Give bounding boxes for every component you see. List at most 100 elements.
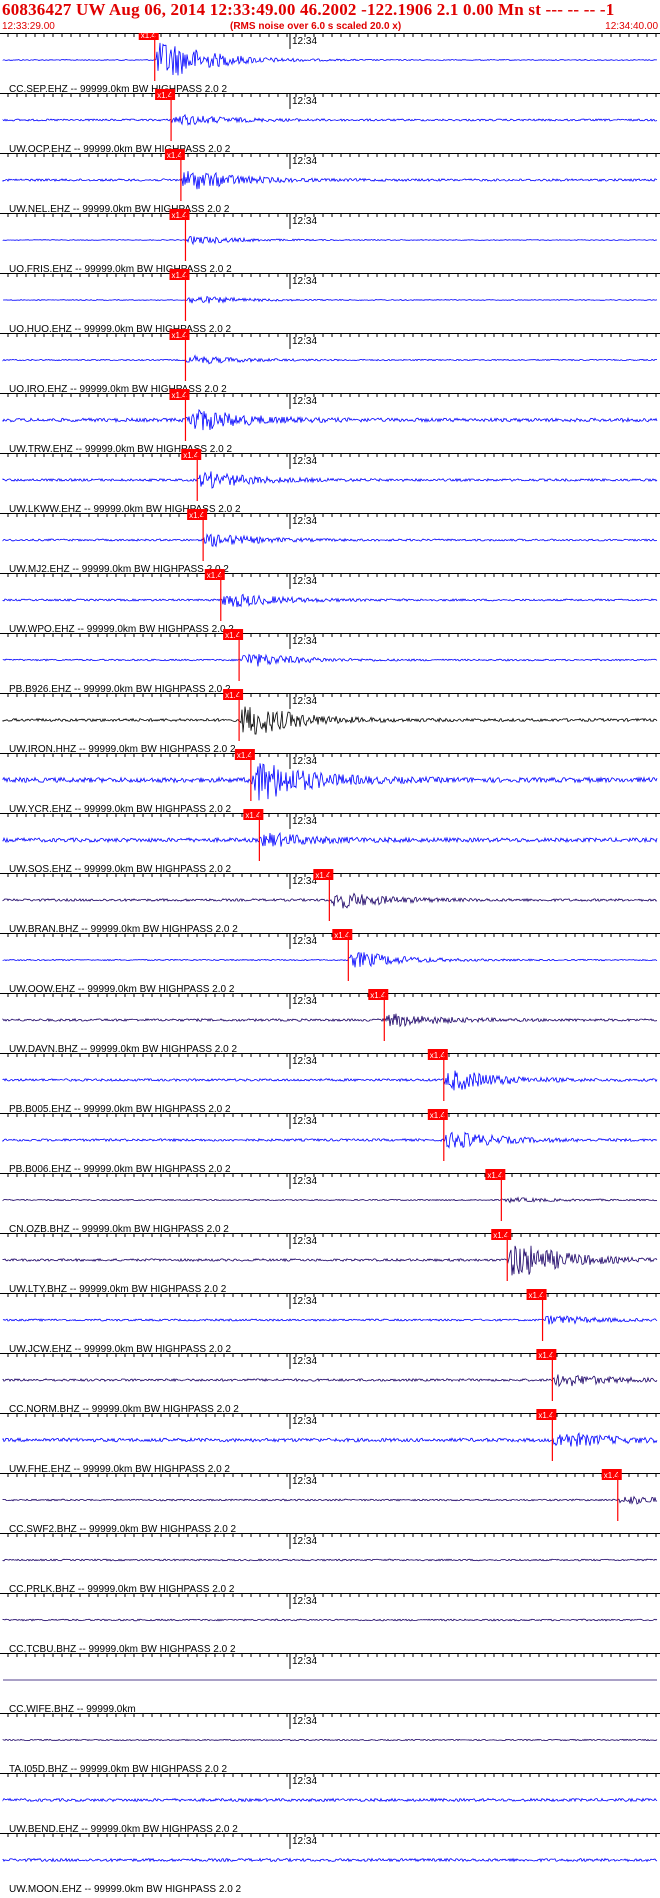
- waveform: [2, 1070, 658, 1091]
- station-label: CC.SEP.EHZ -- 99999.0km BW HIGHPASS 2.0 …: [9, 84, 227, 95]
- pick-label: x1.4: [529, 1291, 545, 1300]
- trace-row: 12:34 x1.4 UW.LKWW.EHZ -- 99999.0km BW HIG…: [0, 449, 660, 515]
- trace-row: 12:34 CC.PRLK.BHZ -- 99999.0km BW HIGHPAS…: [0, 1533, 660, 1595]
- pick-label: x1.4: [370, 991, 386, 1000]
- trace-row: 12:34 x1.4 CC.SEP.EHZ -- 99999.0km BW HIGH…: [0, 33, 660, 95]
- time-mark-label: 12:34: [292, 396, 317, 407]
- time-mark-label: 12:34: [292, 1776, 317, 1787]
- station-label: PB.B926.EHZ -- 99999.0km BW HIGHPASS 2.0…: [9, 684, 231, 695]
- trace-row: 12:34 CC.WIFE.BHZ -- 99999.0km: [0, 1653, 660, 1715]
- time-mark-label: 12:34: [292, 996, 317, 1007]
- waveform: [2, 354, 658, 365]
- trace-row: 12:34 x1.4 PB.B926.EHZ -- 99999.0km BW HIG…: [0, 629, 660, 695]
- pick-marker: [234, 749, 255, 760]
- time-mark-label: 12:34: [292, 96, 317, 107]
- pick-marker: [181, 449, 202, 460]
- station-label: PB.B006.EHZ -- 99999.0km BW HIGHPASS 2.0…: [9, 1164, 231, 1175]
- waveform: [2, 653, 658, 667]
- waveform: [2, 42, 657, 76]
- pick-label: x1.4: [157, 91, 173, 100]
- waveform: [2, 593, 658, 608]
- time-mark-label: 12:34: [292, 576, 317, 587]
- time-mark-label: 12:34: [292, 1416, 317, 1427]
- pick-label: x1.4: [604, 1471, 620, 1480]
- pick-label: x1.4: [538, 1411, 554, 1420]
- pick-label: x1.4: [207, 571, 223, 580]
- trace-row: 12:34 x1.4 CC.NORM.BHZ -- 99999.0km BW HIG…: [0, 1349, 660, 1415]
- trace-row: 12:34 x1.4 UO.FRIS.EHZ -- 99999.0km BW HIG…: [0, 209, 660, 275]
- pick-label: x1.4: [141, 33, 157, 40]
- pick-marker: [243, 809, 264, 820]
- waveform: [2, 1618, 658, 1622]
- trace-row: 12:34 x1.4 UW.IRON.HHZ -- 99999.0km BW HIG…: [0, 689, 660, 755]
- time-mark-label: 12:34: [292, 636, 317, 647]
- station-label: CC.SWF2.BHZ -- 99999.0km BW HIGHPASS 2.0…: [9, 1524, 237, 1535]
- waveform: [2, 1196, 658, 1204]
- waveform: [3, 295, 658, 304]
- time-mark-label: 12:34: [292, 516, 317, 527]
- station-label: UW.IRON.HHZ -- 99999.0km BW HIGHPASS 2.0…: [9, 744, 236, 755]
- station-label: CC.WIFE.BHZ -- 99999.0km: [9, 1704, 136, 1715]
- event-title: 60836427 UW Aug 06, 2014 12:33:49.00 46.…: [2, 0, 615, 19]
- trace-row: 12:34 x1.4 UW.WPO.EHZ -- 99999.0km BW HIGH…: [0, 569, 660, 635]
- waveform: [2, 1558, 658, 1562]
- time-mark-label: 12:34: [292, 1236, 317, 1247]
- station-label: PB.B005.EHZ -- 99999.0km BW HIGHPASS 2.0…: [9, 1104, 231, 1115]
- station-label: CN.OZB.BHZ -- 99999.0km BW HIGHPASS 2.0 …: [9, 1224, 229, 1235]
- waveform: [2, 471, 658, 489]
- time-mark-label: 12:34: [292, 1356, 317, 1367]
- time-mark-label: 12:34: [292, 156, 317, 167]
- time-mark-label: 12:34: [292, 1056, 317, 1067]
- pick-label: x1.4: [171, 211, 187, 220]
- pick-label: x1.4: [245, 811, 261, 820]
- trace-row: 12:34 x1.4 UW.LTY.BHZ -- 99999.0km BW HIGH…: [0, 1229, 660, 1295]
- time-mark-label: 12:34: [292, 1536, 317, 1547]
- pick-marker: [204, 569, 225, 580]
- pick-marker: [427, 1049, 448, 1060]
- station-label: UW.LKWW.EHZ -- 99999.0km BW HIGHPASS 2.0…: [9, 504, 241, 515]
- waveform: [2, 832, 658, 847]
- time-mark-label: 12:34: [292, 876, 317, 887]
- time-mark-label: 12:34: [292, 1716, 317, 1727]
- trace-row: 12:34 x1.4 UW.TRW.EHZ -- 99999.0km BW HIGH…: [0, 389, 660, 455]
- waveform: [2, 951, 658, 968]
- waveform: [2, 763, 658, 801]
- trace-row: 12:34 x1.4 UW.JCW.EHZ -- 99999.0km BW HIGH…: [0, 1289, 660, 1355]
- pick-marker: [491, 1229, 512, 1240]
- waveform: [2, 1245, 658, 1276]
- pick-label: x1.4: [189, 511, 205, 520]
- time-mark-label: 12:34: [292, 1596, 317, 1607]
- waveform: [2, 171, 658, 190]
- pick-label: x1.4: [225, 631, 241, 640]
- time-mark-label: 12:34: [292, 1116, 317, 1127]
- pick-label: x1.4: [315, 871, 331, 880]
- waveform: [2, 1374, 658, 1388]
- waveform: [2, 408, 658, 431]
- trace-row: 12:34 CC.TCBU.BHZ -- 99999.0km BW HIGHPAS…: [0, 1593, 660, 1655]
- pick-label: x1.4: [171, 391, 187, 400]
- trace-row: 12:34 UW.BEND.EHZ -- 99999.0km BW HIGHPAS…: [0, 1773, 660, 1835]
- trace-row: 12:34 UW.MOON.EHZ -- 99999.0km BW HIGHPAS…: [0, 1833, 660, 1895]
- waveform: [2, 1738, 658, 1742]
- pick-marker: [368, 989, 389, 1000]
- trace-row: 12:34 x1.4 UW.SOS.EHZ -- 99999.0km BW HIGH…: [0, 809, 660, 875]
- pick-label: x1.4: [538, 1351, 554, 1360]
- trace-row: 12:34 x1.4 CN.OZB.BHZ -- 99999.0km BW HIGH…: [0, 1169, 660, 1235]
- time-mark-label: 12:34: [292, 276, 317, 287]
- station-label: CC.PRLK.BHZ -- 99999.0km BW HIGHPASS 2.0…: [9, 1584, 235, 1595]
- start-time: 12:33:29.00: [2, 21, 55, 32]
- pick-marker: [536, 1409, 557, 1420]
- pick-label: x1.4: [167, 151, 183, 160]
- pick-label: x1.4: [493, 1231, 509, 1240]
- pick-label: x1.4: [430, 1051, 446, 1060]
- time-mark-label: 12:34: [292, 816, 317, 827]
- trace-row: 12:34 x1.4 CC.SWF2.BHZ -- 99999.0km BW HIG…: [0, 1469, 660, 1535]
- pick-label: x1.4: [225, 691, 241, 700]
- pick-marker: [427, 1109, 448, 1120]
- station-label: UW.OOW.EHZ -- 99999.0km BW HIGHPASS 2.0 …: [9, 984, 235, 995]
- pick-marker: [526, 1289, 547, 1300]
- pick-label: x1.4: [237, 751, 253, 760]
- waveform: [2, 1797, 658, 1803]
- station-label: UW.MOON.EHZ -- 99999.0km BW HIGHPASS 2.0…: [9, 1884, 242, 1895]
